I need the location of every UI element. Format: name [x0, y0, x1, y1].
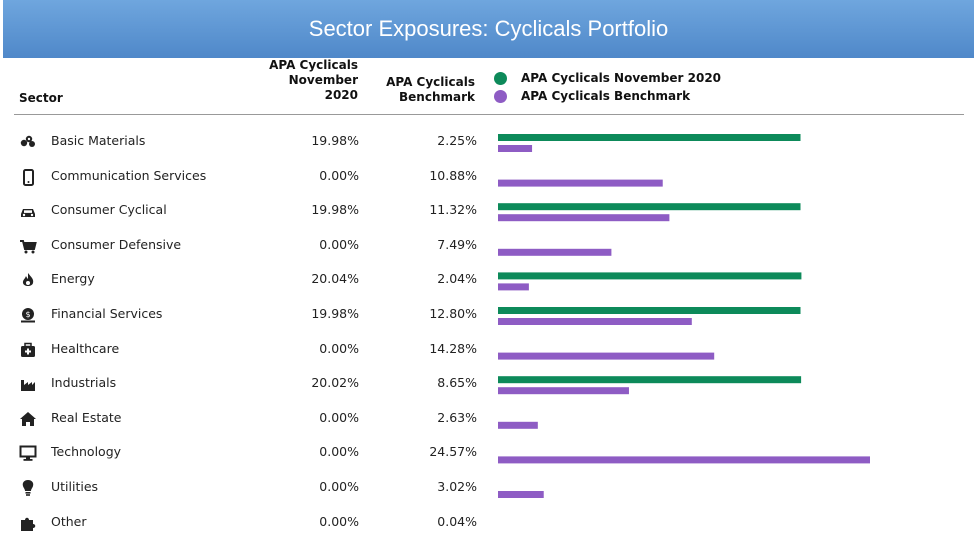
medical-kit-icon [18, 340, 38, 360]
factory-icon [18, 374, 38, 394]
bar-chart [498, 134, 870, 498]
table-row: Consumer Defensive 0.00% 7.49% [0, 236, 977, 270]
benchmark-header-line2: Benchmark [399, 90, 475, 104]
portfolio-value: 0.00% [319, 444, 359, 460]
legend-portfolio-label: APA Cyclicals November 2020 [521, 71, 722, 85]
portfolio-value: 20.04% [311, 271, 359, 287]
benchmark-value: 2.25% [437, 133, 477, 148]
portfolio-header-line1: APA Cyclicals [269, 58, 358, 72]
sector-header: Sector [19, 91, 63, 106]
table-row: Basic Materials 19.98% 2.25% [0, 132, 977, 166]
table-row: Consumer Cyclical 19.98% 11.32% [0, 201, 977, 235]
portfolio-value: 19.98% [311, 133, 359, 148]
portfolio-value: 0.00% [319, 513, 359, 529]
benchmark-bar [498, 248, 612, 256]
sector-name: Energy [51, 271, 95, 287]
benchmark-value: 7.49% [437, 236, 477, 252]
portfolio-value: 0.00% [319, 167, 359, 183]
phone-icon [18, 167, 38, 187]
sector-header-label: Sector [19, 91, 63, 105]
benchmark-bar [498, 283, 529, 291]
legend-benchmark-dot [494, 89, 507, 103]
sector-name: Consumer Defensive [51, 236, 182, 252]
sector-name: Utilities [51, 479, 99, 494]
portfolio-bar [498, 307, 801, 314]
portfolio-header-line3: 2020 [324, 88, 358, 102]
benchmark-bar [498, 421, 538, 429]
legend-portfolio: APA Cyclicals November 2020 [494, 71, 721, 85]
header-divider [14, 114, 964, 115]
portfolio-bar [498, 376, 802, 384]
benchmark-bar [498, 214, 670, 222]
benchmark-value: 11.32% [429, 202, 477, 218]
portfolio-bar [498, 272, 802, 280]
benchmark-value: 2.04% [437, 271, 477, 287]
sector-name: Real Estate [51, 409, 122, 425]
benchmark-bar [498, 318, 692, 325]
sector-name: Industrials [51, 375, 117, 391]
portfolio-value: 19.98% [311, 306, 359, 321]
sector-name: Technology [51, 444, 122, 460]
table-row: Industrials 20.02% 8.65% [0, 374, 977, 408]
portfolio-header-line2: November [288, 73, 358, 87]
benchmark-header: APA Cyclicals Benchmark [360, 75, 475, 105]
table-row: Energy 20.04% 2.04% [0, 270, 977, 304]
benchmark-bar [498, 491, 544, 498]
portfolio-bar [498, 134, 801, 141]
portfolio-value: 20.02% [311, 375, 359, 391]
portfolio-header: APA Cyclicals November 2020 [250, 58, 358, 103]
benchmark-value: 8.65% [437, 375, 477, 391]
portfolio-value: 0.00% [319, 340, 359, 356]
title-banner: Sector Exposures: Cyclicals Portfolio [3, 0, 974, 58]
table-row: Communication Services 0.00% 10.88% [0, 167, 977, 201]
money-icon: $ [18, 305, 38, 325]
flame-icon [18, 270, 38, 290]
benchmark-bar [498, 456, 870, 464]
table-row: Other 0.00% 0.04% [0, 513, 977, 547]
benchmark-bar [498, 352, 715, 360]
cart-icon [18, 236, 38, 256]
portfolio-value: 0.00% [319, 409, 359, 425]
benchmark-value: 3.02% [437, 479, 477, 494]
portfolio-bar [498, 203, 801, 211]
benchmark-bar [498, 179, 663, 187]
legend-benchmark-label: APA Cyclicals Benchmark [521, 89, 691, 103]
monitor-icon [18, 443, 38, 463]
table-row: Utilities 0.00% 3.02% [0, 478, 977, 512]
table-row: $ Financial Services 19.98% 12.80% [0, 305, 977, 339]
benchmark-value: 0.04% [437, 513, 477, 529]
benchmark-bar [498, 145, 533, 152]
sector-name: Financial Services [51, 306, 163, 321]
benchmark-value: 10.88% [429, 167, 477, 183]
benchmark-value: 12.80% [429, 306, 477, 321]
chart-title: Sector Exposures: Cyclicals Portfolio [308, 16, 669, 41]
car-icon [18, 201, 38, 221]
sector-name: Basic Materials [51, 133, 146, 148]
table-row: Healthcare 0.00% 14.28% [0, 340, 977, 374]
materials-icon [18, 132, 38, 152]
sector-name: Communication Services [51, 167, 207, 183]
svg-text:$: $ [25, 310, 30, 319]
benchmark-value: 2.63% [437, 409, 477, 425]
legend-benchmark: APA Cyclicals Benchmark [494, 89, 690, 103]
sector-name: Other [51, 513, 87, 529]
benchmark-value: 14.28% [429, 340, 477, 356]
portfolio-value: 0.00% [319, 236, 359, 252]
sector-name: Healthcare [51, 340, 120, 356]
benchmark-value: 24.57% [429, 444, 477, 460]
legend-portfolio-dot [494, 71, 507, 85]
puzzle-icon [18, 513, 38, 533]
portfolio-value: 19.98% [311, 202, 359, 218]
benchmark-header-line1: APA Cyclicals [386, 75, 475, 89]
house-icon [18, 409, 38, 429]
benchmark-bar [498, 387, 629, 395]
lightbulb-icon [18, 478, 38, 498]
table-row: Real Estate 0.00% 2.63% [0, 409, 977, 443]
table-row: Technology 0.00% 24.57% [0, 443, 977, 477]
sector-name: Consumer Cyclical [51, 202, 167, 218]
portfolio-value: 0.00% [319, 479, 359, 494]
